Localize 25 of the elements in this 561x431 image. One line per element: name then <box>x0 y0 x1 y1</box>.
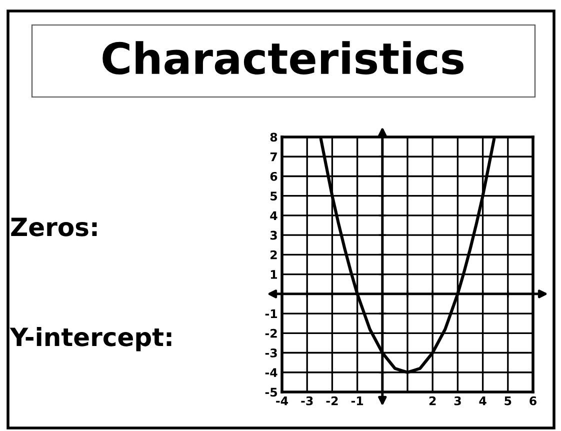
x-tick-label: -3 <box>301 396 313 406</box>
y-tick-label: 3 <box>270 230 277 240</box>
x-tick-label: 2 <box>429 396 436 406</box>
x-tick-label: -4 <box>276 396 288 406</box>
y-tick-label: -1 <box>265 309 278 318</box>
y-tick-label: 8 <box>270 132 278 142</box>
y-tick-label: 7 <box>270 152 277 162</box>
x-tick-label: 4 <box>479 396 486 406</box>
text: Zeros: <box>11 218 97 236</box>
x-tick-label: 5 <box>504 396 512 406</box>
text: Y-intercept: <box>10 327 172 352</box>
y-tick-label: 1 <box>270 270 278 279</box>
x-tick-label: -1 <box>351 396 364 406</box>
x-tick-label: -2 <box>326 396 338 406</box>
x-tick-label: 3 <box>454 396 461 406</box>
y-tick-label: -3 <box>265 348 277 358</box>
y-tick-label: 4 <box>270 211 278 220</box>
chart-title: Characteristics <box>102 41 464 74</box>
y-tick-label: 5 <box>270 192 278 200</box>
y-tick-label: -4 <box>265 368 278 377</box>
y-tick-label: 2 <box>270 250 277 260</box>
y-tick-label: 6 <box>270 172 278 181</box>
x-tick-label: 6 <box>530 396 536 406</box>
y-tick-label: -5 <box>265 388 278 397</box>
y-tick-label: -2 <box>265 328 277 338</box>
